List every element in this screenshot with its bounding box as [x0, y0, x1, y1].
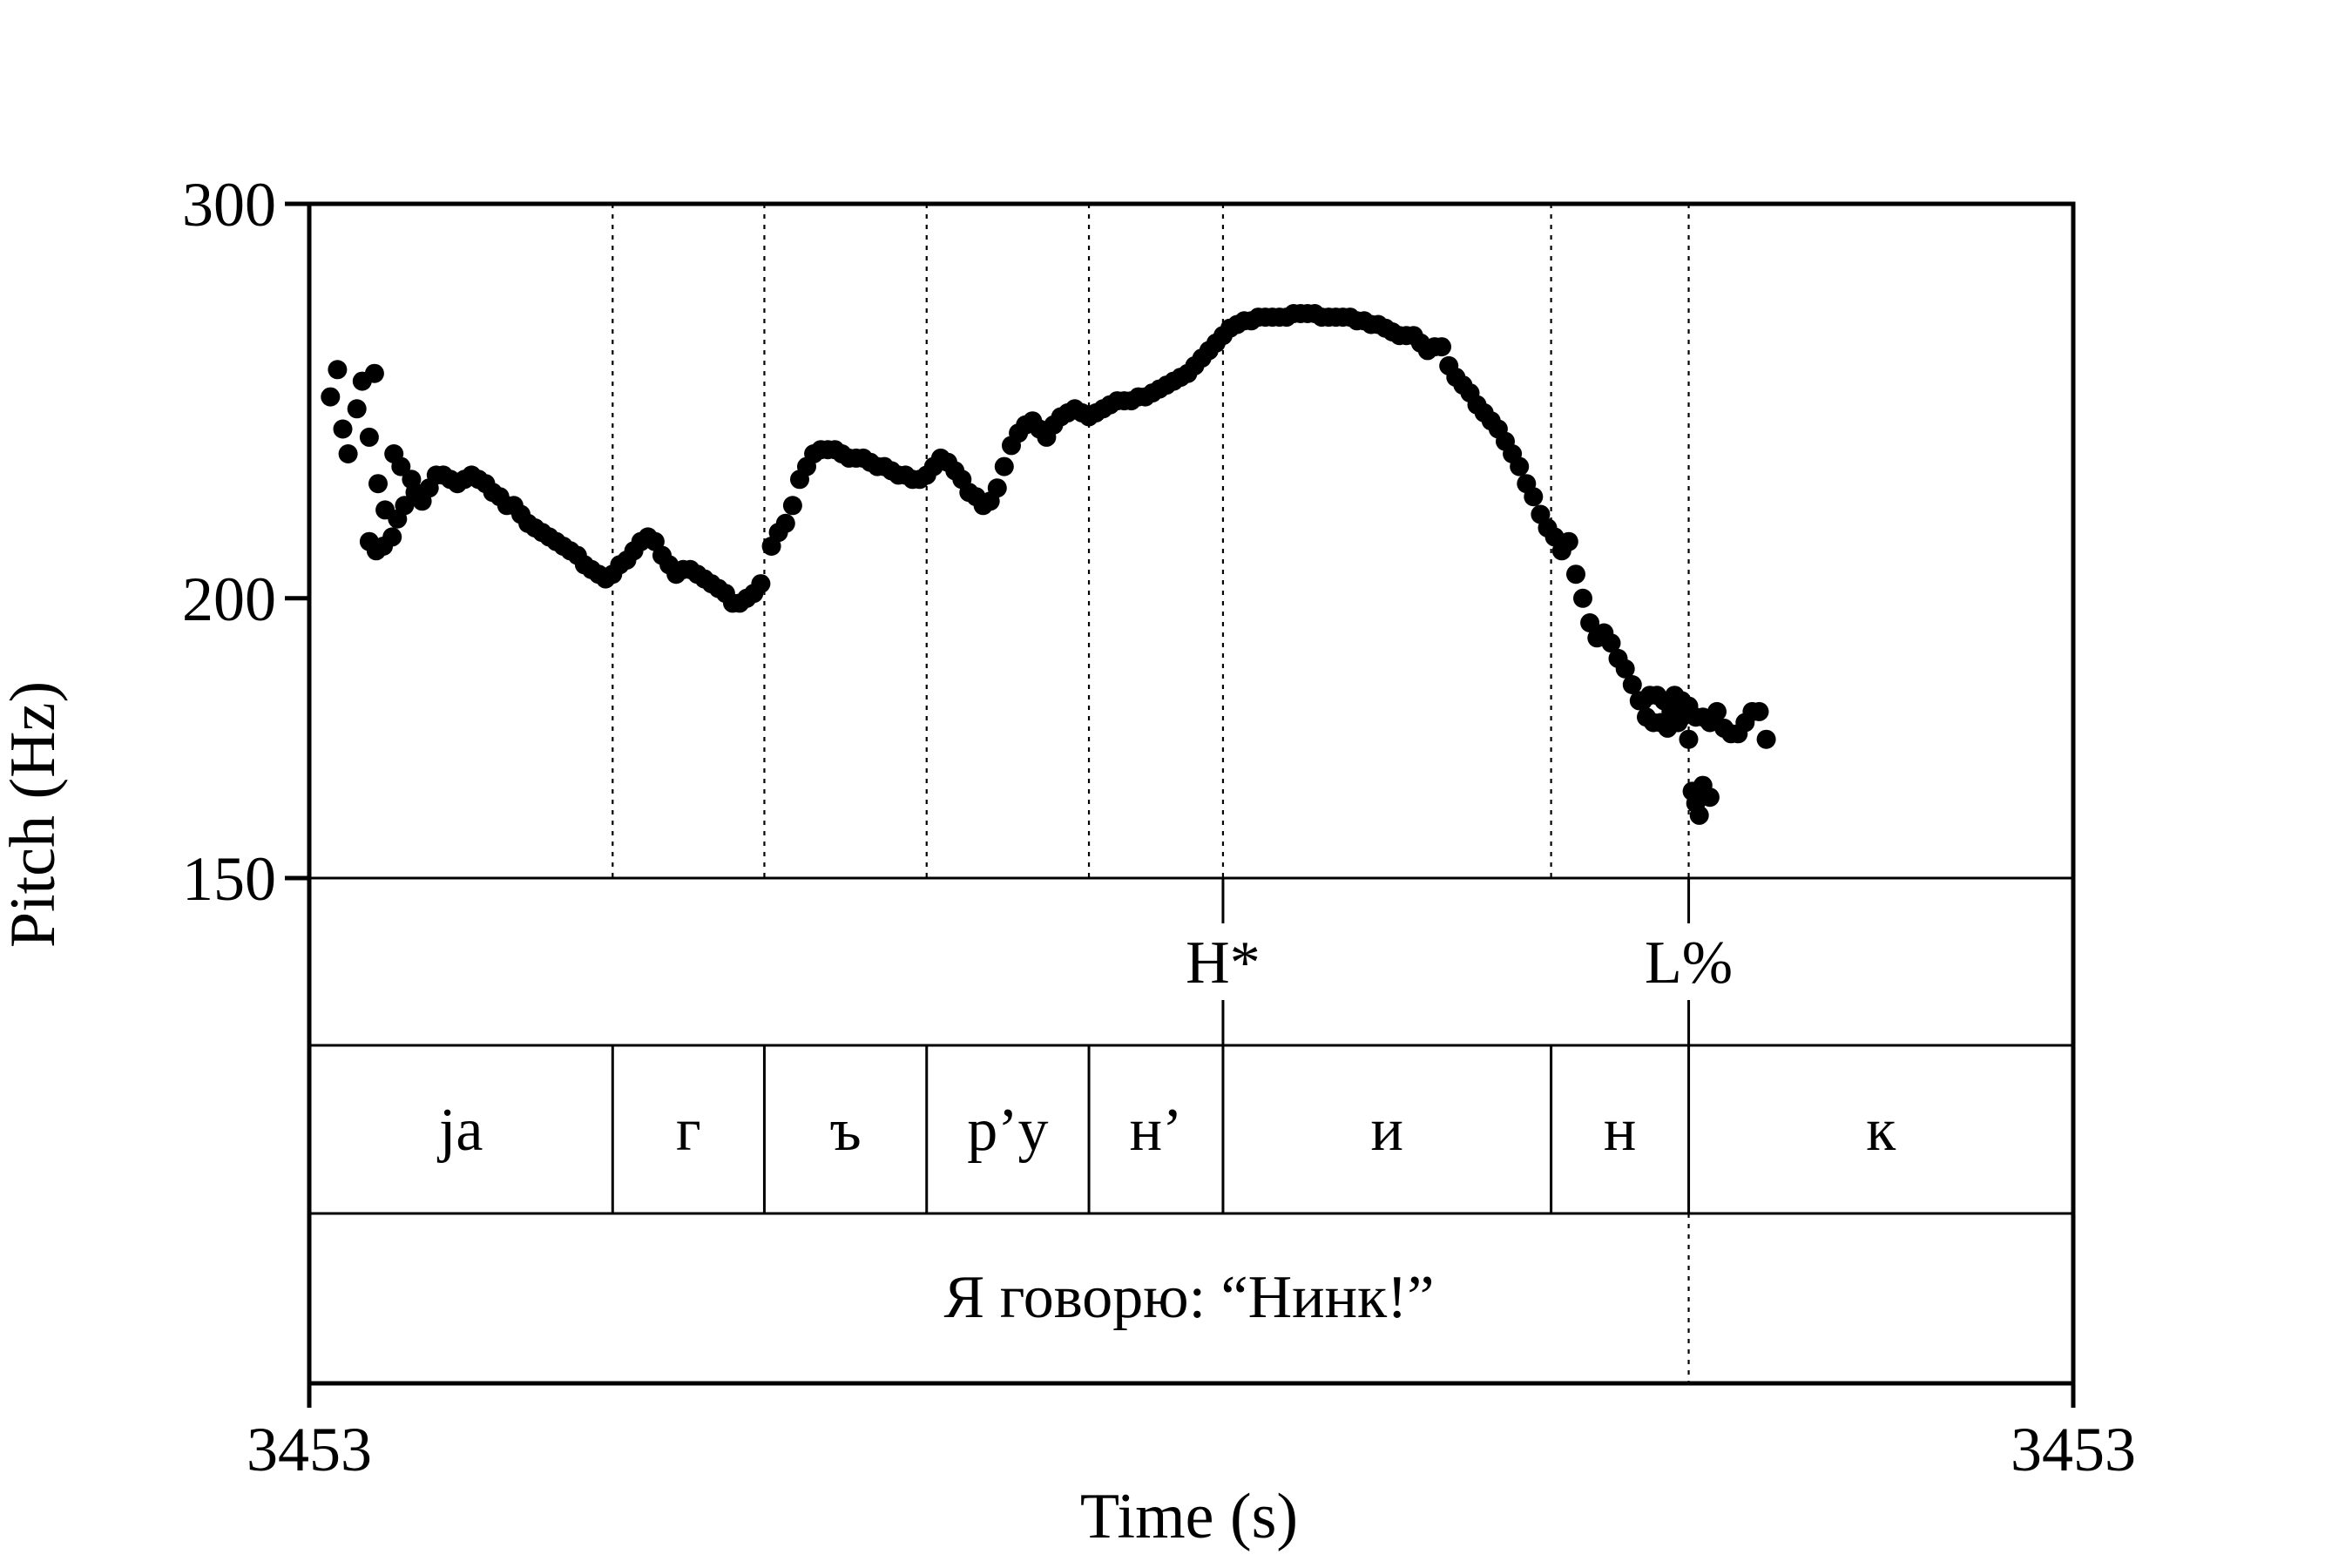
segment-label-2: ъ [829, 1097, 861, 1164]
segment-label-6: н [1604, 1097, 1636, 1164]
pitch-point [1689, 805, 1709, 825]
pitch-point [1601, 633, 1621, 653]
pitch-point [1524, 487, 1544, 507]
pitch-point [1749, 701, 1769, 721]
pitch-point [1756, 729, 1776, 749]
y-axis-title: Pitch (Hz) [0, 681, 69, 948]
pitch-point [1700, 787, 1720, 808]
segment-label-4: н’ [1130, 1097, 1183, 1164]
pitch-point [347, 399, 367, 419]
annotation-tiers: H* L% ja г ъ р’у н’ и н к Я говорю: “Нинк!” [436, 878, 1896, 1383]
segment-label-3: р’у [967, 1097, 1048, 1164]
x-tick-label-0: 3453 [247, 1415, 372, 1484]
pitch-point [1566, 564, 1585, 585]
pitch-point [1679, 696, 1699, 716]
pitch-point [751, 574, 771, 594]
tone-label-1: L% [1645, 929, 1733, 997]
segment-label-7: к [1866, 1097, 1896, 1164]
x-axis-title: Time (s) [1080, 1481, 1298, 1552]
y-tick-label-300: 300 [182, 170, 276, 240]
pitch-point [1682, 781, 1702, 801]
pitch-point [395, 496, 415, 516]
pitch-point [1558, 531, 1578, 551]
pitch-point [1573, 588, 1592, 608]
pitch-point [1679, 729, 1699, 749]
x-tick-label-1: 3453 [2011, 1415, 2136, 1484]
pitch-point [359, 427, 379, 447]
pitch-point [1615, 659, 1635, 679]
pitch-point [994, 456, 1014, 476]
phrase-label: Я говорю: “Нинк!” [944, 1264, 1435, 1331]
segment-label-1: г [676, 1097, 701, 1164]
pitch-point [321, 387, 341, 407]
axes: 150 200 300 3453 3453 [182, 170, 2136, 1484]
pitch-point [364, 363, 384, 383]
pitch-point [782, 496, 802, 516]
pitch-point [333, 419, 353, 439]
pitch-point [328, 360, 348, 380]
segment-label-0: ja [436, 1097, 483, 1164]
pitch-point [775, 513, 795, 533]
y-tick-label-150: 150 [182, 844, 276, 914]
pitch-point [1432, 337, 1451, 357]
pitch-point [1707, 701, 1727, 721]
plot-frame [307, 201, 2076, 1386]
pitch-point [382, 527, 402, 547]
segment-label-5: и [1371, 1097, 1403, 1164]
pitch-point [338, 444, 358, 463]
y-tick-label-200: 200 [182, 564, 276, 634]
pitch-point [368, 474, 388, 494]
pitch-point [1510, 456, 1530, 476]
pitch-point [391, 456, 411, 476]
pitch-points [321, 304, 1776, 825]
pitch-point [1622, 675, 1642, 694]
tone-label-0: H* [1186, 929, 1260, 997]
pitch-point [1580, 613, 1600, 632]
pitch-point [987, 478, 1007, 498]
pitch-point [1668, 713, 1688, 733]
